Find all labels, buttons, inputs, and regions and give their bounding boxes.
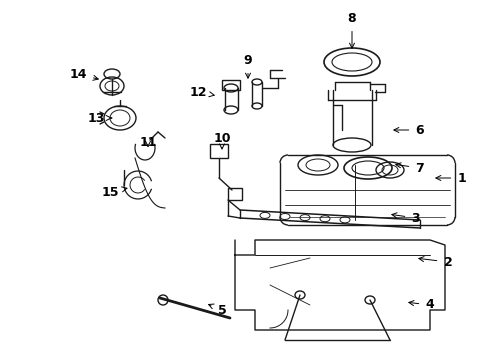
Text: 3: 3 <box>391 212 420 225</box>
Text: 10: 10 <box>213 131 230 149</box>
Text: 15: 15 <box>101 185 127 198</box>
Text: 6: 6 <box>393 123 424 136</box>
Bar <box>227 188 242 200</box>
Text: 13: 13 <box>87 112 111 125</box>
Text: 11: 11 <box>139 135 157 149</box>
Bar <box>209 144 227 158</box>
Bar <box>222 80 240 90</box>
Text: 14: 14 <box>69 68 98 81</box>
Text: 12: 12 <box>189 86 214 99</box>
Text: 9: 9 <box>243 54 252 78</box>
Text: 4: 4 <box>408 298 433 311</box>
Text: 8: 8 <box>347 12 356 48</box>
Text: 5: 5 <box>208 303 226 316</box>
Text: 2: 2 <box>418 256 451 269</box>
Text: 1: 1 <box>435 171 466 185</box>
Text: 7: 7 <box>395 162 424 175</box>
